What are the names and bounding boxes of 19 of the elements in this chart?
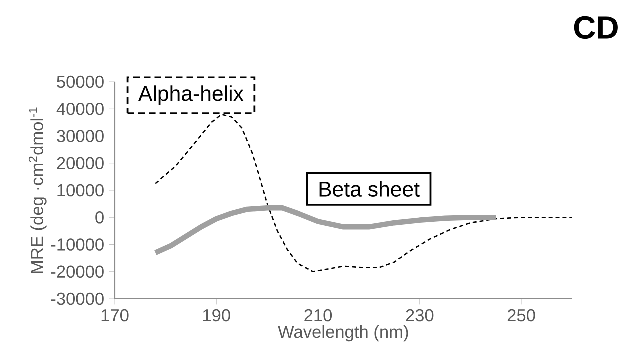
series-label: Alpha-helix xyxy=(138,86,244,106)
x-tick-label: 210 xyxy=(304,309,332,322)
y-tick-label: 0 xyxy=(96,211,104,224)
chart-title: CD xyxy=(574,16,618,40)
y-tick-label: 20000 xyxy=(57,157,104,170)
x-tick-label: 230 xyxy=(406,309,434,322)
y-axis-title: MRE (deg ·cm$^{2}$dmol$^{-1}$ xyxy=(28,108,47,274)
y-tick-label: -20000 xyxy=(51,266,104,278)
x-tick-label: 250 xyxy=(508,309,536,322)
x-axis-title: Wavelength (nm) xyxy=(278,325,408,342)
y-tick-label: 40000 xyxy=(56,102,104,116)
y-tick-label: 10000 xyxy=(58,184,104,197)
y-tick-label: 30000 xyxy=(57,130,104,142)
y-tick-label: 50000 xyxy=(57,76,104,88)
series-label: Beta sheet xyxy=(320,181,420,197)
y-tick-label: -30000 xyxy=(51,292,104,306)
x-tick-label: 170 xyxy=(102,309,129,322)
x-tick-label: 190 xyxy=(203,309,230,322)
y-tick-label: -10000 xyxy=(51,238,104,251)
